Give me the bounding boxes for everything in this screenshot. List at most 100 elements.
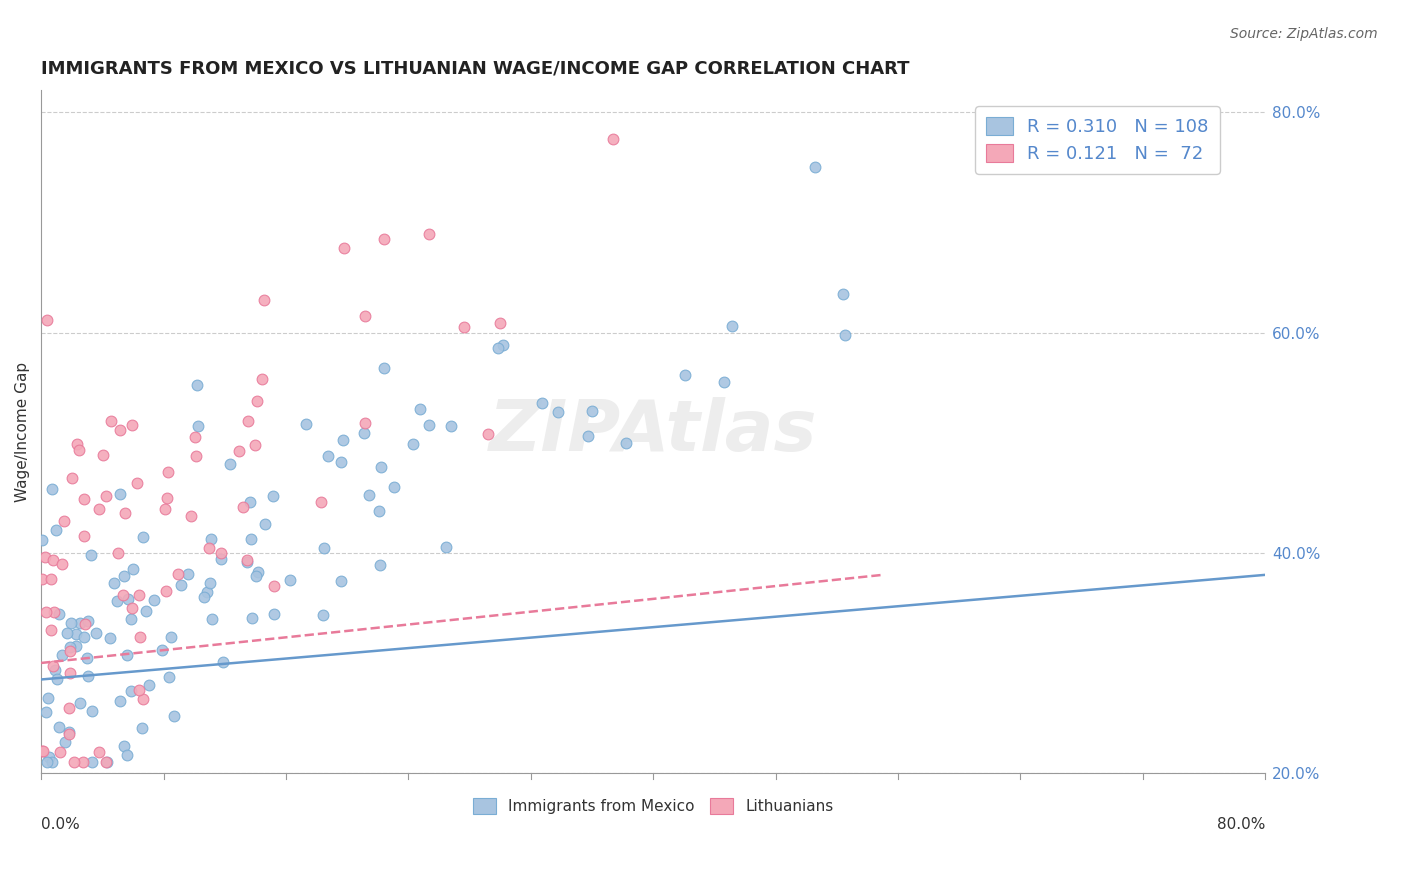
Point xyxy=(803,161,825,175)
Point xyxy=(713,375,735,389)
Point xyxy=(132,530,155,544)
Point xyxy=(186,378,208,392)
Point xyxy=(236,555,259,569)
Point xyxy=(131,722,153,736)
Point xyxy=(156,491,179,505)
Point xyxy=(581,404,603,418)
Point xyxy=(45,523,67,537)
Point xyxy=(209,551,232,566)
Point xyxy=(67,443,90,458)
Point xyxy=(434,540,457,554)
Point xyxy=(65,627,87,641)
Point xyxy=(75,616,97,631)
Point xyxy=(94,489,117,503)
Point xyxy=(105,594,128,608)
Point xyxy=(45,672,67,686)
Point xyxy=(39,572,62,586)
Point xyxy=(103,575,125,590)
Point xyxy=(353,416,375,430)
Point xyxy=(453,319,475,334)
Point xyxy=(73,491,96,506)
Point xyxy=(312,607,335,622)
Point xyxy=(353,309,375,323)
Point xyxy=(219,457,242,471)
Point xyxy=(1025,161,1047,175)
Point xyxy=(128,683,150,698)
Point xyxy=(129,630,152,644)
Point xyxy=(311,494,333,508)
Point xyxy=(359,488,381,502)
Point xyxy=(122,561,145,575)
Point xyxy=(329,455,352,469)
Point xyxy=(373,232,395,246)
Point xyxy=(63,755,86,769)
Point xyxy=(834,327,856,342)
Point xyxy=(48,720,70,734)
Point xyxy=(170,577,193,591)
Point xyxy=(239,495,262,509)
Point xyxy=(115,748,138,763)
Text: ZIPAtlas: ZIPAtlas xyxy=(489,397,817,467)
Point xyxy=(59,666,82,681)
Point xyxy=(35,313,58,327)
Point xyxy=(51,558,73,572)
Point xyxy=(58,725,80,739)
Point xyxy=(69,615,91,630)
Point xyxy=(128,588,150,602)
Point xyxy=(89,745,111,759)
Point xyxy=(31,744,53,758)
Point xyxy=(112,739,135,753)
Point xyxy=(56,625,79,640)
Point xyxy=(370,459,392,474)
Point xyxy=(77,615,100,629)
Point xyxy=(42,605,65,619)
Point xyxy=(34,550,56,565)
Point xyxy=(252,293,274,307)
Point xyxy=(187,418,209,433)
Point xyxy=(316,449,339,463)
Point xyxy=(59,640,82,654)
Point xyxy=(120,612,142,626)
Point xyxy=(58,700,80,714)
Point xyxy=(82,755,104,769)
Point xyxy=(263,579,285,593)
Point xyxy=(332,434,354,448)
Point xyxy=(156,465,179,479)
Point xyxy=(547,405,569,419)
Point xyxy=(240,610,263,624)
Point xyxy=(280,573,302,587)
Text: Source: ZipAtlas.com: Source: ZipAtlas.com xyxy=(1230,27,1378,41)
Point xyxy=(117,591,139,606)
Point xyxy=(44,663,66,677)
Point xyxy=(409,401,432,416)
Point xyxy=(121,600,143,615)
Point xyxy=(576,428,599,442)
Point xyxy=(66,437,89,451)
Point xyxy=(228,444,250,458)
Point xyxy=(155,583,177,598)
Legend: Immigrants from Mexico, Lithuanians: Immigrants from Mexico, Lithuanians xyxy=(467,792,839,820)
Point xyxy=(76,651,98,665)
Point xyxy=(114,506,136,520)
Point xyxy=(84,626,107,640)
Point xyxy=(76,669,98,683)
Text: 0.0%: 0.0% xyxy=(41,817,80,832)
Point xyxy=(80,704,103,718)
Point xyxy=(332,241,354,255)
Point xyxy=(373,361,395,376)
Point xyxy=(49,745,72,759)
Point xyxy=(486,341,509,355)
Point xyxy=(96,755,118,769)
Point xyxy=(232,500,254,514)
Point xyxy=(39,624,62,638)
Point xyxy=(180,508,202,523)
Point xyxy=(198,541,221,555)
Point xyxy=(125,475,148,490)
Point xyxy=(418,227,440,241)
Point xyxy=(114,569,136,583)
Point xyxy=(489,316,512,330)
Point xyxy=(153,502,176,516)
Point xyxy=(243,438,266,452)
Point xyxy=(477,426,499,441)
Point xyxy=(263,607,285,621)
